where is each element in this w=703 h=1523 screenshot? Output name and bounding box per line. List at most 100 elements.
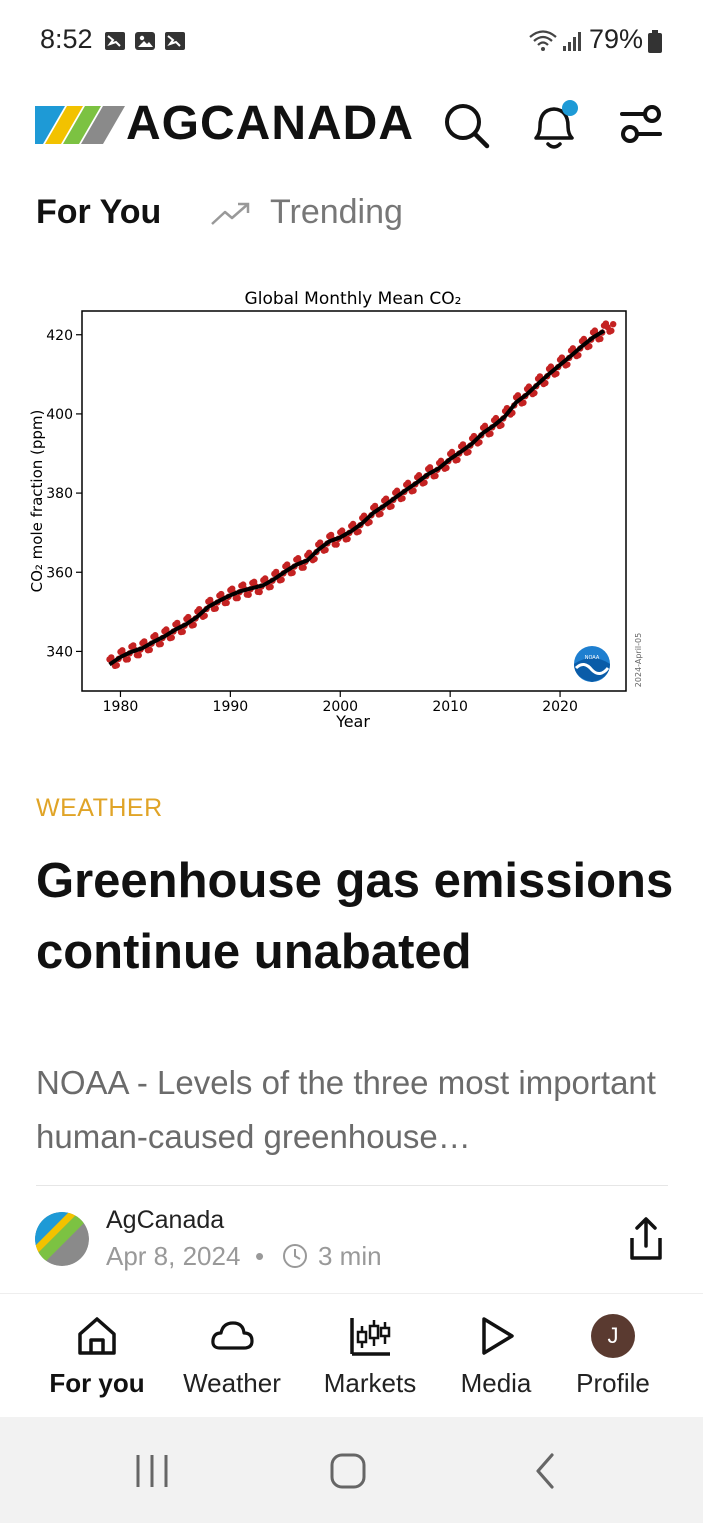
data-point (608, 327, 615, 334)
x-tick-label: 1990 (213, 699, 249, 715)
home-system-button[interactable] (330, 1453, 366, 1489)
nav-media[interactable]: Media (452, 1294, 540, 1418)
sliders-icon (620, 105, 662, 143)
chart-title: Global Monthly Mean CO₂ (245, 289, 462, 309)
nav-profile[interactable]: J Profile (566, 1294, 660, 1418)
article-category[interactable]: WEATHER (36, 794, 163, 822)
publish-date: Apr 8, 2024 (106, 1241, 241, 1271)
recent-apps-button[interactable] (133, 1453, 171, 1489)
nav-markets[interactable]: Markets (316, 1294, 424, 1418)
brand-bold: AG (126, 97, 200, 150)
search-button[interactable] (442, 100, 490, 150)
data-point (124, 656, 131, 663)
data-point (432, 472, 439, 480)
data-point (135, 652, 142, 659)
axis-ticks: 1980 1990 2000 2010 2020 340 360 380 400 420 (46, 328, 578, 715)
data-point (487, 430, 494, 437)
back-chevron-icon (536, 1453, 554, 1489)
article-summary[interactable]: NOAA - Levels of the three most importan… (36, 1064, 656, 1155)
search-icon (445, 104, 490, 149)
bell-icon (534, 100, 578, 149)
nav-weather[interactable]: Weather (176, 1294, 288, 1418)
data-point (179, 628, 186, 635)
y-axis-label: CO₂ mole fraction (ppm) (28, 410, 46, 593)
notification-badge (562, 100, 578, 116)
brand-rest: CANADA (200, 97, 414, 150)
gallery-icon (134, 30, 156, 52)
data-point (520, 399, 527, 406)
data-point (245, 591, 252, 598)
back-button[interactable] (532, 1453, 558, 1489)
author-name[interactable]: AgCanada (106, 1206, 225, 1234)
data-point (256, 588, 263, 596)
home-icon (78, 1317, 116, 1355)
data-point (157, 640, 164, 648)
trending-icon (210, 200, 252, 228)
data-point (223, 599, 230, 607)
data-point (190, 621, 197, 629)
nav-label: Profile (576, 1368, 650, 1398)
y-tick-label: 360 (46, 565, 73, 581)
system-navigation-bar (0, 1417, 703, 1523)
data-point (377, 510, 384, 518)
tab-for-you[interactable]: For You (36, 193, 162, 231)
data-point (498, 421, 505, 429)
notifications-button[interactable] (528, 100, 578, 150)
divider (36, 1185, 668, 1186)
author-avatar[interactable] (35, 1212, 89, 1266)
data-point (344, 535, 351, 543)
nav-label: Markets (323, 1368, 417, 1398)
data-point (168, 634, 175, 641)
play-icon (482, 1317, 514, 1355)
y-tick-label: 340 (46, 644, 73, 660)
data-point (609, 320, 617, 328)
data-point (278, 576, 285, 583)
cloud-icon (211, 1321, 254, 1350)
nav-for-you[interactable]: For you (38, 1294, 156, 1418)
nav-label: Weather (183, 1368, 281, 1398)
notification-icon (104, 30, 126, 52)
home-square-icon (330, 1453, 366, 1489)
x-tick-label: 1980 (103, 699, 139, 715)
data-point (454, 456, 461, 464)
share-button[interactable] (626, 1216, 666, 1262)
data-point (113, 662, 121, 669)
tab-trending[interactable]: Trending (270, 193, 403, 231)
data-point (443, 464, 450, 472)
article-image-chart[interactable]: Global Monthly Mean CO₂ 1980 1990 2000 2010… (20, 280, 680, 740)
data-point (410, 487, 417, 494)
x-tick-label: 2010 (432, 699, 468, 715)
plot-area (81, 310, 627, 692)
data-point (564, 361, 571, 368)
brand-logo-stripes[interactable] (35, 106, 125, 144)
filter-settings-button[interactable] (618, 100, 664, 150)
data-point (300, 564, 307, 571)
nav-label: For you (49, 1368, 145, 1398)
nav-label: Media (460, 1368, 532, 1398)
x-tick-label: 2020 (542, 699, 578, 715)
y-tick-label: 420 (46, 328, 73, 344)
trend-line (108, 329, 606, 667)
data-point (355, 528, 362, 535)
brand-logo-text[interactable]: AGCANADA (126, 96, 414, 151)
y-tick-label: 400 (46, 407, 73, 423)
noaa-logo-text: NOAA (585, 655, 600, 661)
recent-apps-icon (136, 1455, 168, 1487)
article-headline[interactable]: Greenhouse gas emissions continue unabat… (36, 854, 674, 979)
candlestick-icon (350, 1318, 391, 1356)
data-point (575, 351, 582, 359)
data-point (322, 546, 329, 554)
y-tick-label: 380 (46, 486, 73, 502)
data-point (597, 335, 604, 343)
x-tick-label: 2000 (322, 699, 358, 715)
data-point (333, 541, 340, 548)
data-point (212, 605, 219, 612)
data-point (201, 612, 208, 619)
data-point (267, 583, 274, 591)
status-bar: 8:52 79% (0, 0, 703, 84)
bottom-navigation: For you Weather Markets Media J Profile (0, 1293, 703, 1418)
data-point (146, 646, 153, 654)
data-point (289, 569, 296, 576)
meta-separator: • (255, 1241, 265, 1271)
wifi-icon (528, 28, 558, 54)
